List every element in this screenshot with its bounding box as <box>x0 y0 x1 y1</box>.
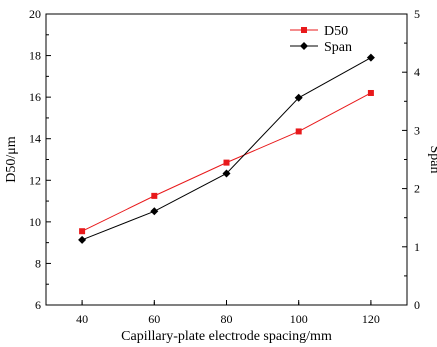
series-span <box>78 53 375 244</box>
span-line <box>81 57 372 241</box>
d50-point <box>151 192 158 199</box>
y-tick-label: 10 <box>29 215 41 229</box>
plot-frame <box>45 13 408 306</box>
d50-point <box>223 159 230 166</box>
legend-item-span: Span <box>290 40 352 55</box>
y-tick-label: 16 <box>29 90 41 104</box>
x-tick-label: 100 <box>290 312 308 326</box>
y-tick-label: 8 <box>35 256 41 270</box>
d50-point <box>295 128 302 135</box>
y-tick-label: 12 <box>29 173 41 187</box>
x-axis-title: Capillary-plate electrode spacing/mm <box>121 329 332 344</box>
legend-label: Span <box>324 40 352 55</box>
y-tick-label: 6 <box>35 298 41 312</box>
y2-tick-label: 5 <box>414 7 420 21</box>
y-axis-title: D50/μm <box>4 136 19 183</box>
y2-axis-title: Span <box>427 146 437 174</box>
y2-tick-label: 2 <box>414 182 420 196</box>
span-point <box>366 53 375 62</box>
legend-item-d50: D50 <box>290 24 348 39</box>
span-point <box>222 169 231 178</box>
span-point <box>294 93 303 102</box>
span-point <box>150 207 159 216</box>
y-tick-label: 14 <box>29 132 41 146</box>
y-tick-label: 18 <box>29 49 41 63</box>
x-tick-label: 60 <box>148 312 160 326</box>
span-point <box>78 235 87 244</box>
y2-tick-label: 4 <box>414 65 420 79</box>
legend-marker <box>301 27 307 33</box>
legend-marker <box>300 42 308 50</box>
series-d50 <box>79 89 374 235</box>
d50-point <box>367 89 374 96</box>
y2-tick-label: 1 <box>414 240 420 254</box>
y2-tick-label: 0 <box>414 298 420 312</box>
x-tick-label: 40 <box>76 312 88 326</box>
y-tick-label: 20 <box>29 7 41 21</box>
legend-label: D50 <box>324 24 348 39</box>
d50-point <box>79 228 86 235</box>
y2-tick-label: 3 <box>414 123 420 137</box>
x-tick-label: 80 <box>221 312 233 326</box>
x-tick-label: 120 <box>362 312 380 326</box>
series-layer <box>78 53 375 244</box>
